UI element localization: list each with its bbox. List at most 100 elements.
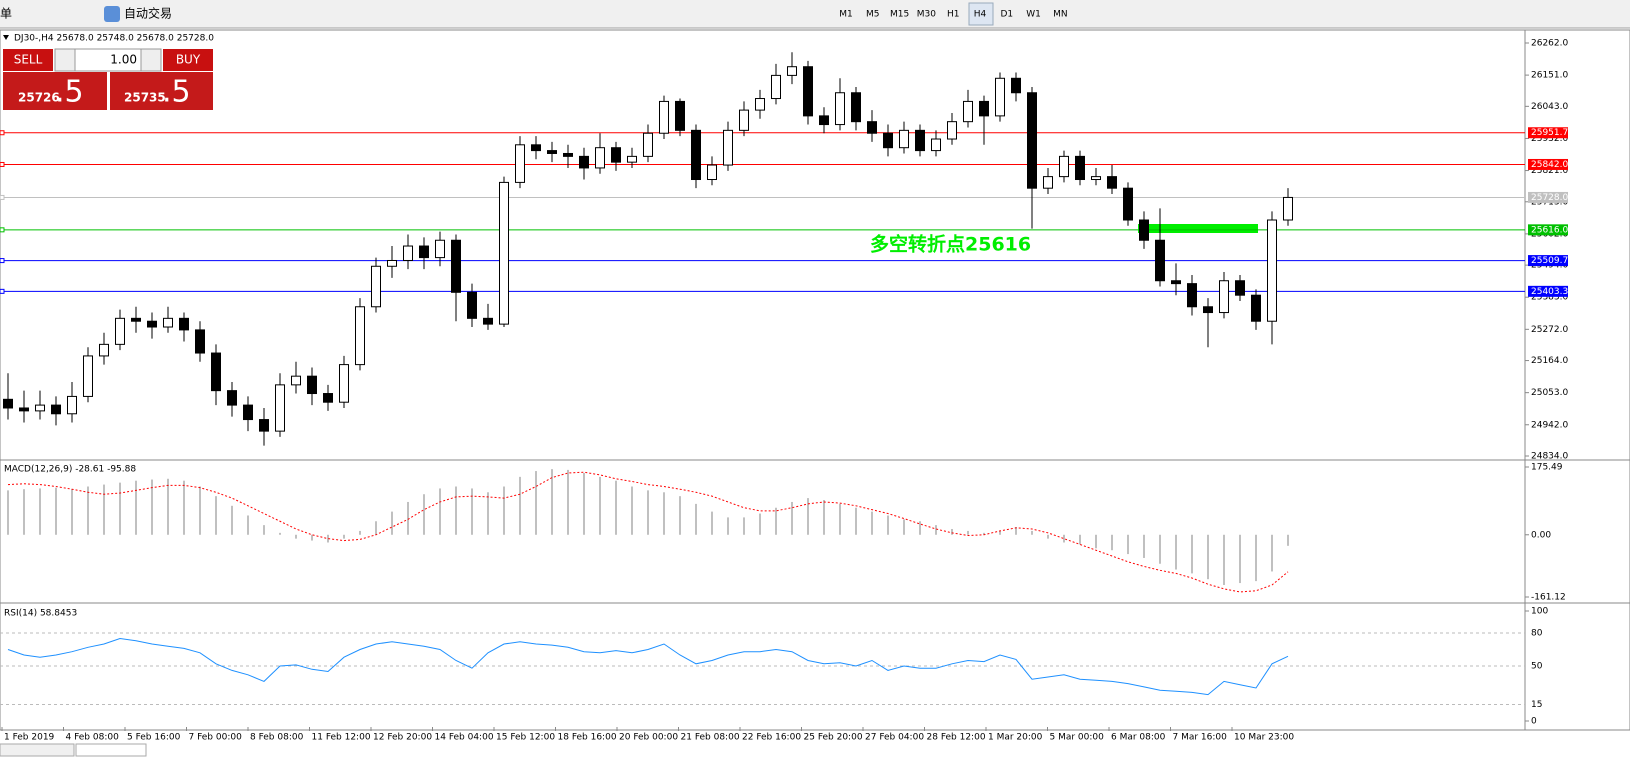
candle-body [371, 265, 381, 308]
auto-trading-icon[interactable] [104, 6, 120, 22]
candle-body [1171, 280, 1181, 285]
candle-body [883, 132, 893, 149]
candle-body [227, 390, 237, 406]
timeframe-button[interactable]: MN [1053, 10, 1068, 20]
candle-body [387, 259, 397, 267]
candle-body [419, 245, 429, 259]
candle-body [1219, 280, 1229, 314]
timeframe-button[interactable]: H1 [947, 10, 960, 20]
lot-dropdown[interactable] [54, 48, 76, 72]
menu-fragment[interactable]: 单 [0, 7, 12, 21]
y-tick-label: 24942.0 [1531, 420, 1568, 430]
candle-body [163, 317, 173, 328]
x-tick-label: 7 Mar 16:00 [1173, 733, 1228, 743]
chart-tab[interactable] [0, 743, 75, 757]
candle-body [1059, 155, 1069, 178]
y-tick-label: 25053.0 [1531, 388, 1568, 398]
level-handle [0, 161, 5, 167]
buy-price: 25735 [124, 91, 166, 105]
sell-button[interactable] [3, 49, 53, 71]
y-tick-label: 25821.0 [1531, 166, 1568, 176]
candle-body [275, 384, 285, 432]
candle-body [19, 407, 29, 412]
level-label: 25842.0 [1531, 160, 1568, 170]
x-tick-label: 4 Feb 08:00 [66, 733, 120, 743]
candle-body [931, 138, 941, 152]
x-tick-label: 1 Feb 2019 [4, 733, 55, 743]
y-tick-label: 25932.0 [1531, 134, 1568, 144]
y-tick-label: 0.00 [1531, 530, 1551, 540]
candle-body [243, 404, 253, 421]
candle-body [1203, 306, 1213, 314]
chart-frame [0, 29, 1630, 731]
candle-body [147, 320, 157, 328]
level-label-box [1528, 224, 1568, 236]
candle-body [659, 100, 669, 134]
candle-body [979, 100, 989, 117]
timeframe-button[interactable]: M1 [839, 10, 853, 20]
level-handle [0, 130, 5, 136]
candle-body [451, 239, 461, 293]
candle-body [1043, 176, 1053, 189]
candle-body [1155, 239, 1165, 282]
candle-body [483, 317, 493, 325]
level-handle [0, 227, 5, 233]
timeframe-button[interactable]: M5 [866, 10, 880, 20]
y-tick-label: 26043.0 [1531, 102, 1568, 112]
chart-tab[interactable] [75, 743, 147, 757]
candle-body [1011, 77, 1021, 94]
candle-body [211, 352, 221, 392]
candle-body [643, 132, 653, 157]
candle-body [179, 317, 189, 331]
timeframe-button[interactable]: H4 [974, 10, 987, 20]
candle-body [435, 239, 445, 259]
buy-label[interactable]: BUY [176, 53, 201, 67]
y-tick-label: 0 [1531, 717, 1537, 727]
level-label: 25728.0 [1531, 193, 1568, 203]
candle-body [531, 144, 541, 152]
lot-up[interactable] [140, 48, 162, 72]
lot-value[interactable]: 1.00 [110, 53, 137, 67]
candle-body [1091, 176, 1101, 181]
x-tick-label: 28 Feb 12:00 [927, 733, 986, 743]
candle-body [323, 393, 333, 403]
timeframe-button[interactable]: W1 [1026, 10, 1041, 20]
sell-price-box[interactable] [3, 72, 107, 110]
level-label: 25951.7 [1531, 128, 1568, 138]
timeframe-button[interactable]: M30 [917, 10, 936, 20]
y-tick-label: 25383.0 [1531, 293, 1568, 303]
buy-price-box[interactable] [110, 72, 213, 110]
y-tick-label: 26151.0 [1531, 71, 1568, 81]
x-tick-label: 1 Mar 20:00 [988, 733, 1043, 743]
candle-body [707, 164, 717, 181]
candle-body [1027, 92, 1037, 189]
x-tick-label: 18 Feb 16:00 [558, 733, 617, 743]
candle-body [355, 306, 365, 366]
y-tick-label: 80 [1531, 629, 1543, 639]
x-tick-label: 11 Feb 12:00 [312, 733, 371, 743]
annotation: 多空转折点25616 [870, 233, 1031, 256]
candle-body [1283, 196, 1293, 221]
auto-trading-button[interactable]: 自动交易 [124, 6, 172, 21]
candle-body [547, 150, 557, 154]
candle-body [595, 147, 605, 169]
candle-body [1251, 294, 1261, 322]
x-tick-label: 7 Feb 00:00 [189, 733, 243, 743]
x-tick-label: 10 Mar 23:00 [1234, 733, 1294, 743]
candle-body [1123, 187, 1133, 221]
sell-label[interactable]: SELL [14, 53, 43, 67]
buy-button[interactable] [163, 49, 213, 71]
candle-body [339, 364, 349, 403]
candle-body [1075, 155, 1085, 181]
candle-body [819, 115, 829, 126]
timeframe-button[interactable]: D1 [1000, 10, 1013, 20]
candle-body [515, 144, 525, 183]
x-tick-label: 25 Feb 20:00 [804, 733, 863, 743]
timeframe-button[interactable]: M15 [890, 10, 909, 20]
candle-body [627, 155, 637, 163]
candle-body [851, 92, 861, 123]
candle-body [963, 100, 973, 123]
candle-body [579, 155, 589, 169]
toolbar [0, 0, 1630, 28]
